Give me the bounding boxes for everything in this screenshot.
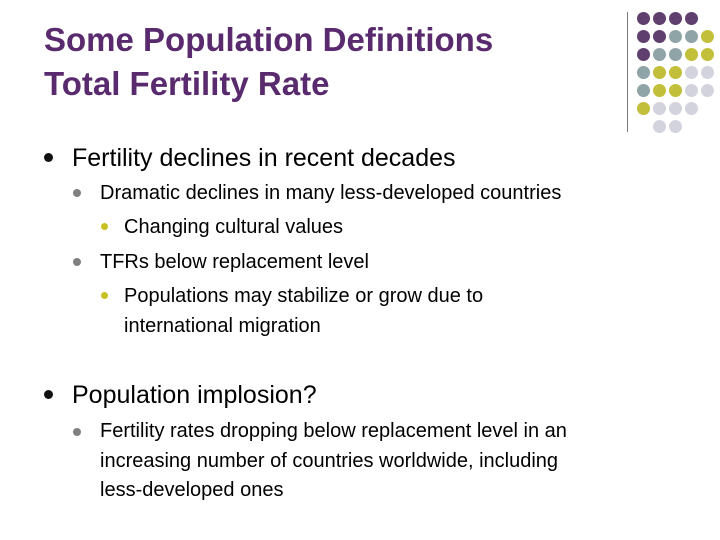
dot-olive bbox=[701, 48, 714, 61]
slide-title: Some Population Definitions Total Fertil… bbox=[44, 18, 604, 106]
dot-light bbox=[701, 84, 714, 97]
bullet-text-continued: increasing number of countries worldwide… bbox=[100, 450, 559, 472]
bullet-text: Fertility declines in recent decades bbox=[72, 144, 456, 172]
dot-olive bbox=[653, 84, 666, 97]
dot-olive bbox=[685, 48, 698, 61]
dot-light bbox=[685, 66, 698, 79]
dot-teal bbox=[637, 66, 650, 79]
dot-olive bbox=[637, 102, 650, 115]
bullet-level3 bbox=[101, 292, 108, 299]
dot-light bbox=[669, 120, 682, 133]
dot-light bbox=[653, 102, 666, 115]
dot-purple bbox=[637, 12, 650, 25]
dot-purple bbox=[637, 30, 650, 43]
title-line-1: Some Population Definitions bbox=[44, 21, 494, 58]
title-line-2: Total Fertility Rate bbox=[44, 65, 330, 102]
dot-light bbox=[701, 66, 714, 79]
dot-olive bbox=[653, 66, 666, 79]
dot-purple bbox=[653, 30, 666, 43]
dot-olive bbox=[669, 84, 682, 97]
bullet-level3 bbox=[101, 223, 108, 230]
dot-light bbox=[685, 84, 698, 97]
dot-light bbox=[669, 102, 682, 115]
bullet-level1 bbox=[44, 153, 53, 162]
dot-light bbox=[685, 102, 698, 115]
dot-teal bbox=[653, 48, 666, 61]
bullet-text-continued: international migration bbox=[124, 315, 321, 337]
dot-olive bbox=[669, 66, 682, 79]
dot-olive bbox=[701, 30, 714, 43]
bullet-level2 bbox=[73, 428, 81, 436]
bullet-text: Changing cultural values bbox=[124, 216, 344, 238]
bullet-text: TFRs below replacement level bbox=[100, 251, 369, 273]
dot-teal bbox=[669, 48, 682, 61]
bullet-text: Fertility rates dropping below replaceme… bbox=[100, 420, 567, 442]
dot-purple bbox=[637, 48, 650, 61]
dot-purple bbox=[653, 12, 666, 25]
decorative-divider bbox=[627, 12, 628, 132]
bullet-level2 bbox=[73, 258, 81, 266]
dot-purple bbox=[685, 12, 698, 25]
dot-teal bbox=[685, 30, 698, 43]
bullet-text: Dramatic declines in many less-developed… bbox=[100, 182, 562, 204]
dot-teal bbox=[669, 30, 682, 43]
bullet-level2 bbox=[73, 189, 81, 197]
dot-purple bbox=[669, 12, 682, 25]
bullet-text: Population implosion? bbox=[72, 381, 317, 409]
bullet-text-continued: less-developed ones bbox=[100, 479, 284, 501]
bullet-text: Populations may stabilize or grow due to bbox=[124, 285, 484, 307]
bullet-level1 bbox=[44, 390, 53, 399]
dot-teal bbox=[637, 84, 650, 97]
dot-light bbox=[653, 120, 666, 133]
